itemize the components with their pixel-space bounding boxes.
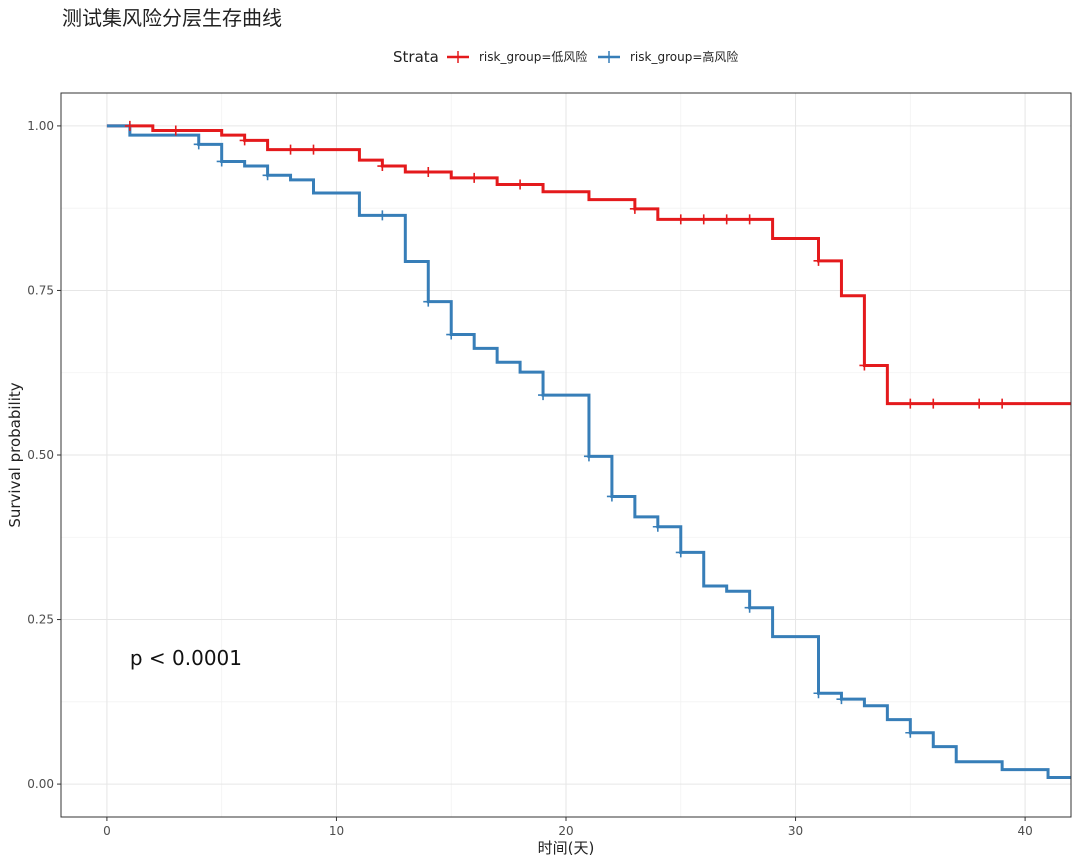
censor-layer (124, 120, 1008, 738)
grid-major (61, 93, 1071, 817)
x-tick-label: 40 (1017, 824, 1032, 838)
censor-mark-low-risk (469, 172, 480, 183)
censor-mark-high-risk (675, 547, 686, 558)
censor-mark-low-risk (124, 120, 135, 131)
x-tick-label: 30 (788, 824, 803, 838)
censor-mark-low-risk (698, 214, 709, 225)
survival-curve-high-risk (106, 124, 1071, 780)
censor-mark-high-risk (583, 451, 594, 462)
censor-mark-high-risk (836, 694, 847, 705)
censor-mark-high-risk (193, 139, 204, 150)
x-tick-label: 0 (103, 824, 111, 838)
chart-title: 测试集风险分层生存曲线 (62, 6, 282, 30)
x-axis-title: 时间(天) (538, 839, 595, 857)
censor-mark-low-risk (239, 135, 250, 146)
y-tick-label: 0.25 (27, 613, 54, 627)
censor-mark-high-risk (377, 210, 388, 221)
p-value-annotation: p < 0.0001 (130, 646, 242, 670)
censor-mark-low-risk (997, 398, 1008, 409)
survival-curve-low-risk (106, 124, 1071, 406)
censor-mark-low-risk (377, 161, 388, 172)
censor-mark-low-risk (285, 144, 296, 155)
censor-mark-high-risk (905, 727, 916, 738)
censor-mark-high-risk (423, 296, 434, 307)
x-tick-label: 20 (558, 824, 573, 838)
censor-mark-high-risk (744, 602, 755, 613)
censor-mark-low-risk (629, 203, 640, 214)
censor-mark-low-risk (675, 214, 686, 225)
censor-mark-low-risk (813, 255, 824, 266)
legend: Strata risk_group=低风险 risk_group=高风险 (393, 48, 738, 66)
censor-mark-high-risk (262, 170, 273, 181)
censor-mark-low-risk (515, 179, 526, 190)
legend-label-high-risk: risk_group=高风险 (630, 49, 738, 64)
x-tick-label: 10 (329, 824, 344, 838)
legend-item-low-risk: risk_group=低风险 (447, 49, 587, 64)
y-tick-label: 0.00 (27, 777, 54, 791)
censor-mark-high-risk (538, 390, 549, 401)
censor-mark-high-risk (652, 521, 663, 532)
y-tick-label: 0.50 (27, 448, 54, 462)
censor-mark-low-risk (859, 360, 870, 371)
censor-mark-low-risk (721, 214, 732, 225)
y-axis-title: Survival probability (6, 382, 24, 527)
legend-title: Strata (393, 48, 439, 66)
legend-label-low-risk: risk_group=低风险 (479, 49, 587, 64)
censor-mark-high-risk (813, 688, 824, 699)
censor-mark-low-risk (744, 214, 755, 225)
y-axis: 0.00 0.25 0.50 0.75 1.00 (27, 119, 61, 791)
legend-item-high-risk: risk_group=高风险 (598, 49, 738, 64)
censor-mark-high-risk (446, 329, 457, 340)
censor-mark-low-risk (170, 125, 181, 136)
censor-mark-low-risk (308, 144, 319, 155)
censor-mark-high-risk (216, 156, 227, 167)
y-tick-label: 0.75 (27, 283, 54, 297)
x-axis: 0 10 20 30 40 (103, 817, 1033, 838)
censor-mark-low-risk (423, 166, 434, 177)
censor-mark-low-risk (974, 398, 985, 409)
censor-mark-high-risk (606, 491, 617, 502)
y-tick-label: 1.00 (27, 119, 54, 133)
censor-mark-low-risk (928, 398, 939, 409)
censor-mark-low-risk (905, 398, 916, 409)
